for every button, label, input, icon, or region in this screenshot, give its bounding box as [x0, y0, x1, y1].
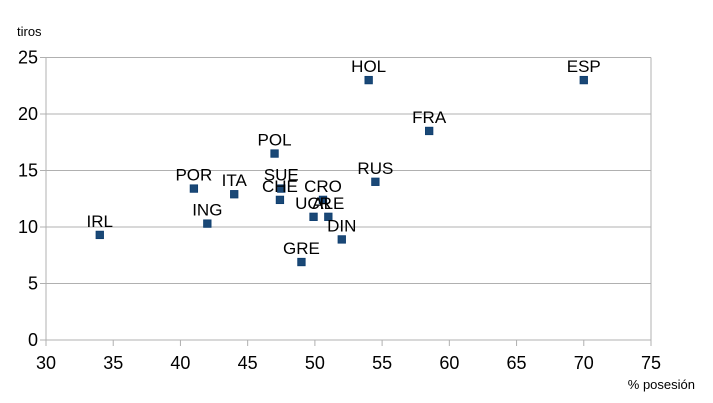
data-point-label-sue: SUE — [264, 166, 299, 185]
data-point-din — [337, 235, 346, 244]
y-tick-label: 0 — [28, 330, 38, 350]
x-tick-label: 60 — [439, 353, 459, 373]
data-point-pol — [270, 149, 279, 158]
data-point-label-din: DIN — [327, 216, 356, 235]
data-point-label-gre: GRE — [283, 239, 320, 258]
x-axis-title: % posesión — [628, 377, 695, 392]
data-point-label-cro: CRO — [304, 177, 342, 196]
data-point-ale — [324, 212, 333, 221]
data-point-label-fra: FRA — [412, 108, 447, 127]
data-point-cro — [318, 195, 328, 205]
data-point-label-irl: IRL — [87, 212, 113, 231]
y-tick-label: 10 — [18, 217, 38, 237]
x-tick-label: 35 — [103, 353, 123, 373]
data-point-rus — [371, 177, 380, 186]
x-tick-label: 50 — [305, 353, 325, 373]
x-tick-label: 55 — [372, 353, 392, 373]
data-point-hol — [364, 75, 373, 85]
data-point-fra — [425, 126, 434, 136]
x-tick-label: 75 — [641, 353, 661, 373]
data-point-che — [275, 195, 285, 205]
x-tick-label: 45 — [238, 353, 258, 373]
x-tick-label: 70 — [574, 353, 594, 373]
data-point-label-esp: ESP — [567, 57, 601, 76]
data-point-label-ucr: UCR — [295, 194, 332, 213]
x-tick-label: 65 — [507, 353, 527, 373]
y-tick-label: 5 — [28, 274, 38, 294]
data-point-irl — [95, 230, 104, 240]
y-axis-title: tiros — [17, 24, 42, 39]
y-tick-label: 20 — [18, 104, 38, 124]
data-point-por — [189, 184, 199, 193]
data-point-label-por: POR — [175, 166, 212, 185]
data-point-label-rus: RUS — [357, 159, 393, 178]
data-point-label-ita: ITA — [222, 171, 248, 190]
y-tick-label: 15 — [18, 161, 38, 181]
x-tick-label: 30 — [36, 353, 56, 373]
data-point-label-che: CHE — [262, 177, 298, 196]
data-point-esp — [579, 75, 588, 85]
data-point-gre — [297, 257, 306, 267]
data-point-label-ing: ING — [192, 201, 222, 220]
tick-labels: 0 5 10 15 20 25 30 35 40 45 50 55 60 65 70 75 — [18, 48, 661, 374]
data-point-label-hol: HOL — [351, 57, 386, 76]
data-point-ucr — [309, 212, 318, 221]
axes — [40, 57, 652, 346]
data-point-sue — [277, 184, 286, 193]
x-tick-label: 40 — [170, 353, 190, 373]
data-point-ita — [230, 190, 239, 199]
y-tick-label: 25 — [18, 48, 38, 68]
data-point-ing — [203, 219, 212, 228]
data-points — [95, 75, 588, 267]
gridlines — [46, 57, 651, 341]
data-point-label-ale: ALE — [312, 194, 344, 213]
data-point-label-pol: POL — [258, 131, 292, 150]
